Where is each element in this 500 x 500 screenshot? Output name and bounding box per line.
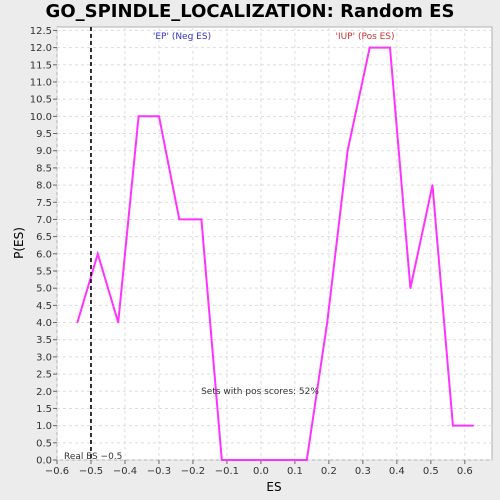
- data-point: [431, 184, 434, 186]
- data-point: [243, 459, 245, 461]
- y-tick-label: 7.5: [36, 198, 52, 209]
- x-tick-label: −0.3: [147, 466, 171, 477]
- y-tick-label: 12.0: [30, 43, 52, 54]
- data-point: [200, 218, 203, 221]
- x-tick-label: −0.1: [215, 466, 239, 477]
- y-tick-label: 9.5: [36, 129, 52, 140]
- x-tick-label: −0.6: [45, 466, 69, 477]
- y-tick-label: 5.0: [36, 284, 52, 295]
- y-tick-label: 0.0: [36, 456, 52, 467]
- data-point: [76, 321, 79, 324]
- x-tick-label: −0.5: [79, 466, 103, 477]
- y-tick-label: 4.5: [36, 301, 52, 312]
- y-tick-label: 3.0: [36, 352, 52, 363]
- x-tick-label: 0.2: [321, 466, 337, 477]
- x-tick-label: 0.5: [423, 466, 439, 477]
- tick-layer: 0.0 0.5 1.0 1.5 2.0 2.5 3.0 3.5 4.0 4.5 5.0 5.5 6.0 6…: [30, 26, 473, 477]
- series-layer: [76, 46, 475, 461]
- data-point: [96, 253, 99, 255]
- x-tick-label: 0.1: [287, 466, 303, 477]
- y-tick-label: 4.0: [36, 318, 52, 329]
- data-point: [409, 287, 412, 289]
- data-point: [368, 46, 371, 49]
- y-tick-label: 11.0: [30, 77, 52, 88]
- data-point: [472, 424, 475, 427]
- y-tick-label: 8.5: [36, 163, 52, 174]
- y-tick-label: 12.5: [30, 26, 52, 37]
- y-tick-label: 5.5: [36, 266, 52, 277]
- data-point: [346, 149, 349, 152]
- x-tick-label: 0.6: [457, 466, 473, 477]
- y-tick-label: 6.0: [36, 249, 52, 260]
- y-tick-label: 11.5: [30, 60, 52, 71]
- data-point: [326, 321, 328, 324]
- y-tick-label: 8.0: [36, 181, 52, 192]
- data-point: [117, 321, 119, 324]
- neg-es-label: 'EP' (Neg ES): [153, 32, 211, 42]
- y-tick-label: 10.0: [30, 112, 52, 123]
- y-tick-label: 9.0: [36, 146, 52, 157]
- data-point: [137, 115, 140, 118]
- y-axis-title: P(ES): [12, 227, 26, 259]
- x-axis-title: ES: [266, 480, 281, 494]
- y-tick-label: 7.0: [36, 215, 52, 226]
- y-tick-label: 6.5: [36, 232, 52, 243]
- y-tick-label: 10.5: [30, 95, 52, 106]
- data-point: [221, 459, 223, 461]
- data-point: [263, 459, 266, 461]
- y-tick-label: 2.5: [36, 370, 52, 381]
- y-tick-label: 2.0: [36, 387, 52, 398]
- x-tick-label: −0.4: [113, 466, 137, 477]
- y-tick-label: 3.5: [36, 335, 52, 346]
- data-point: [305, 459, 308, 461]
- data-point: [285, 459, 288, 461]
- data-point: [158, 115, 160, 118]
- series-line: [76, 46, 474, 461]
- data-point: [389, 46, 391, 49]
- pos-es-label: 'IUP' (Pos ES): [335, 32, 394, 42]
- x-tick-label: 0.4: [389, 466, 405, 477]
- x-tick-label: −0.2: [181, 466, 205, 477]
- x-tick-label: 0.0: [253, 466, 269, 477]
- data-point: [452, 424, 454, 427]
- y-tick-label: 1.0: [36, 421, 52, 432]
- pos-scores-annotation: Sets with pos scores: 52%: [201, 387, 319, 397]
- data-point: [178, 218, 181, 221]
- y-tick-label: 0.5: [36, 438, 52, 449]
- real-es-label: Real ES −0.5: [64, 452, 122, 462]
- x-tick-label: 0.3: [355, 466, 371, 477]
- y-tick-label: 1.5: [36, 404, 52, 415]
